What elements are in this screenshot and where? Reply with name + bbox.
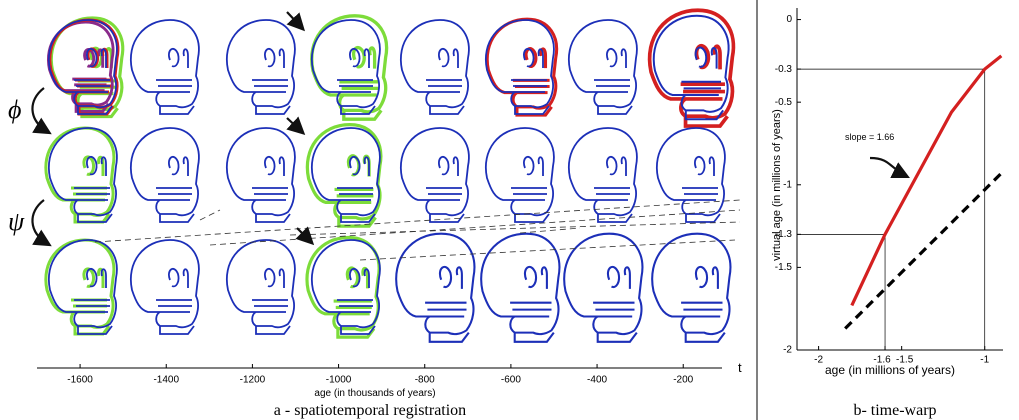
x-axis-label: age (in millions of years) [825, 363, 955, 377]
x-axis-label: age (in thousands of years) [314, 388, 435, 399]
skull [131, 240, 199, 334]
skull [49, 128, 117, 222]
x-tick-label: -1000 [326, 375, 352, 386]
panel-a-axis: -1600 -1400 -1200 -1000 -800 -600 -400 -200 [37, 364, 722, 386]
x-tick-label: -2 [814, 355, 823, 366]
y-tick-label: 0 [786, 14, 792, 25]
skull [569, 128, 637, 222]
skull [486, 128, 554, 222]
y-tick-label: -2 [783, 345, 792, 356]
skull [227, 20, 295, 114]
skull [131, 128, 199, 222]
skull [481, 234, 559, 342]
skull [49, 240, 117, 334]
series-line [845, 173, 1001, 328]
x-tick-label: -200 [673, 375, 693, 386]
y-tick-label: -1 [783, 179, 792, 190]
skull [227, 240, 295, 334]
skull [396, 234, 474, 342]
skull [131, 20, 199, 114]
skull [569, 20, 637, 114]
skull [401, 20, 469, 114]
skull [312, 128, 380, 222]
skull [312, 240, 380, 334]
skull [654, 16, 729, 119]
skull-grid [46, 10, 734, 342]
annotation: slope = 1.66 [845, 132, 894, 142]
y-tick-label: -1.5 [775, 262, 793, 273]
caption: a - spatiotemporal registration [274, 402, 466, 419]
skull-overlay [487, 19, 556, 115]
x-tick-label: -1600 [67, 375, 93, 386]
skull [657, 128, 725, 222]
psi-symbol: ψ [8, 207, 25, 236]
y-tick-label: -0.3 [775, 64, 793, 75]
guide-line [797, 69, 985, 350]
series-line [852, 56, 1002, 305]
x-tick-label: -1200 [240, 375, 266, 386]
x-tick-label: -1 [980, 355, 989, 366]
y-tick-label: -0.5 [775, 97, 793, 108]
y-axis-label: virtual age (in millions of years) [771, 109, 783, 261]
x-tick-label: -1400 [153, 375, 179, 386]
skull-overlay [46, 128, 114, 222]
skull [227, 128, 295, 222]
x-tick-label: -600 [501, 375, 521, 386]
skull [564, 234, 642, 342]
axis-end-label: t [738, 360, 742, 375]
caption: b- time-warp [853, 402, 936, 419]
x-tick-label: -800 [415, 375, 435, 386]
phi-symbol: ϕ [8, 95, 21, 124]
x-tick-label: -400 [587, 375, 607, 386]
figure: ϕ ψ -1600 -1400 -1200 -1000 -800 -600 -400 -200… [0, 0, 1019, 420]
guide-line [797, 234, 885, 350]
skull [652, 234, 730, 342]
registration-lines [95, 200, 740, 260]
chart: 0-0.3-0.5-1-1.3-1.5-2-2-1.6-1.5-1 [775, 8, 1003, 366]
skull [401, 128, 469, 222]
skull [312, 20, 380, 114]
skull-overlay [46, 240, 114, 334]
